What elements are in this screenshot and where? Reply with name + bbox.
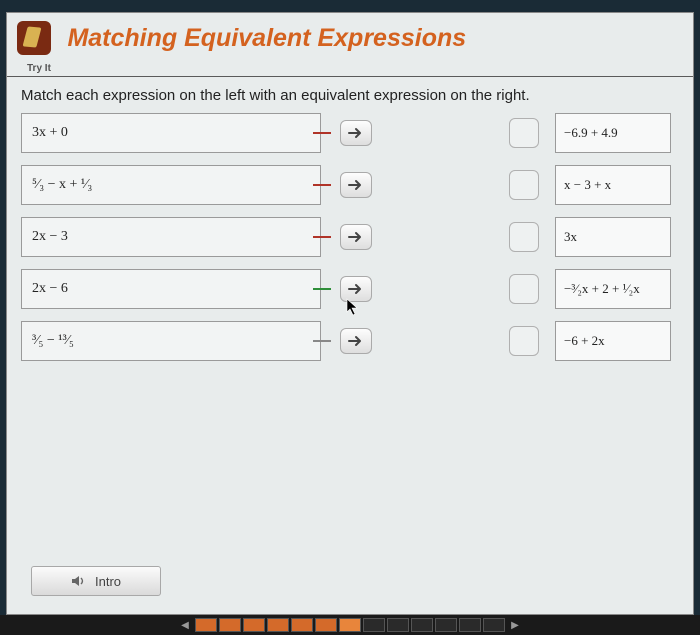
try-it-label: Try It xyxy=(27,63,51,74)
progress-cell[interactable] xyxy=(195,618,217,632)
expr-text: 2x − 6 xyxy=(32,281,68,297)
left-expression[interactable]: ³⁄₅ − ¹³⁄₅ xyxy=(21,321,321,361)
expr-text: ³⁄₅ − ¹³⁄₅ xyxy=(32,333,74,349)
expr-text: −³⁄₂x + 2 + ¹⁄₂x xyxy=(564,281,640,297)
connector-line xyxy=(313,288,331,290)
drop-target[interactable] xyxy=(509,118,539,148)
arrow-right-icon xyxy=(348,178,364,192)
matching-area: 3x + 0 ⁵⁄₃ − x + ¹⁄₃ 2x − 3 2x − 6 ³⁄₅ −… xyxy=(7,112,693,452)
drag-arrow-button[interactable] xyxy=(340,120,372,146)
progress-cell[interactable] xyxy=(411,618,433,632)
progress-cell[interactable] xyxy=(339,618,361,632)
progress-next-button[interactable]: ▶ xyxy=(507,618,523,632)
progress-cell[interactable] xyxy=(363,618,385,632)
progress-cell[interactable] xyxy=(315,618,337,632)
drop-target[interactable] xyxy=(509,274,539,304)
connector-line xyxy=(313,340,331,342)
progress-cell[interactable] xyxy=(219,618,241,632)
progress-cell[interactable] xyxy=(243,618,265,632)
left-expression[interactable]: 2x − 6 xyxy=(21,269,321,309)
left-column: 3x + 0 ⁵⁄₃ − x + ¹⁄₃ 2x − 3 2x − 6 ³⁄₅ −… xyxy=(21,112,321,372)
arrow-right-icon xyxy=(348,282,364,296)
drag-arrow-button[interactable] xyxy=(340,224,372,250)
connector-line xyxy=(313,236,331,238)
header: Matching Equivalent Expressions Try It xyxy=(7,13,693,77)
right-column: −6.9 + 4.9 x − 3 + x 3x −³⁄₂x + 2 + ¹⁄₂x… xyxy=(555,112,671,372)
progress-cell[interactable] xyxy=(435,618,457,632)
intro-button[interactable]: Intro xyxy=(31,566,161,596)
speaker-icon xyxy=(71,574,87,588)
drop-target[interactable] xyxy=(509,222,539,252)
arrow-right-icon xyxy=(348,334,364,348)
page-title: Matching Equivalent Expressions xyxy=(67,24,466,53)
expr-text: x − 3 + x xyxy=(564,177,611,193)
right-expression[interactable]: −³⁄₂x + 2 + ¹⁄₂x xyxy=(555,269,671,309)
progress-cell[interactable] xyxy=(267,618,289,632)
expr-text: 3x + 0 xyxy=(32,125,68,141)
drag-arrow-button[interactable] xyxy=(340,172,372,198)
expr-text: −6.9 + 4.9 xyxy=(564,125,618,141)
intro-button-label: Intro xyxy=(95,574,121,589)
right-expression[interactable]: 3x xyxy=(555,217,671,257)
progress-cell[interactable] xyxy=(483,618,505,632)
drag-arrow-button[interactable] xyxy=(340,328,372,354)
progress-bar: ◀ ▶ xyxy=(0,615,700,635)
expr-text: 2x − 3 xyxy=(32,229,68,245)
left-expression[interactable]: 2x − 3 xyxy=(21,217,321,257)
lesson-icon xyxy=(17,21,51,55)
progress-cell[interactable] xyxy=(291,618,313,632)
right-expression[interactable]: −6 + 2x xyxy=(555,321,671,361)
progress-cell[interactable] xyxy=(459,618,481,632)
connector-line xyxy=(313,184,331,186)
arrow-right-icon xyxy=(348,230,364,244)
arrow-right-icon xyxy=(348,126,364,140)
left-expression[interactable]: ⁵⁄₃ − x + ¹⁄₃ xyxy=(21,165,321,205)
drop-target-column xyxy=(507,112,541,372)
drag-arrow-button[interactable] xyxy=(340,276,372,302)
progress-cell[interactable] xyxy=(387,618,409,632)
connector-line xyxy=(313,132,331,134)
arrow-column xyxy=(331,112,381,372)
right-expression[interactable]: x − 3 + x xyxy=(555,165,671,205)
expr-text: ⁵⁄₃ − x + ¹⁄₃ xyxy=(32,177,92,193)
instruction-text: Match each expression on the left with a… xyxy=(7,77,693,112)
drop-target[interactable] xyxy=(509,326,539,356)
drop-target[interactable] xyxy=(509,170,539,200)
right-expression[interactable]: −6.9 + 4.9 xyxy=(555,113,671,153)
app-window: Matching Equivalent Expressions Try It M… xyxy=(6,12,694,615)
expr-text: 3x xyxy=(564,229,577,245)
progress-prev-button[interactable]: ◀ xyxy=(177,618,193,632)
expr-text: −6 + 2x xyxy=(564,333,605,349)
left-expression[interactable]: 3x + 0 xyxy=(21,113,321,153)
